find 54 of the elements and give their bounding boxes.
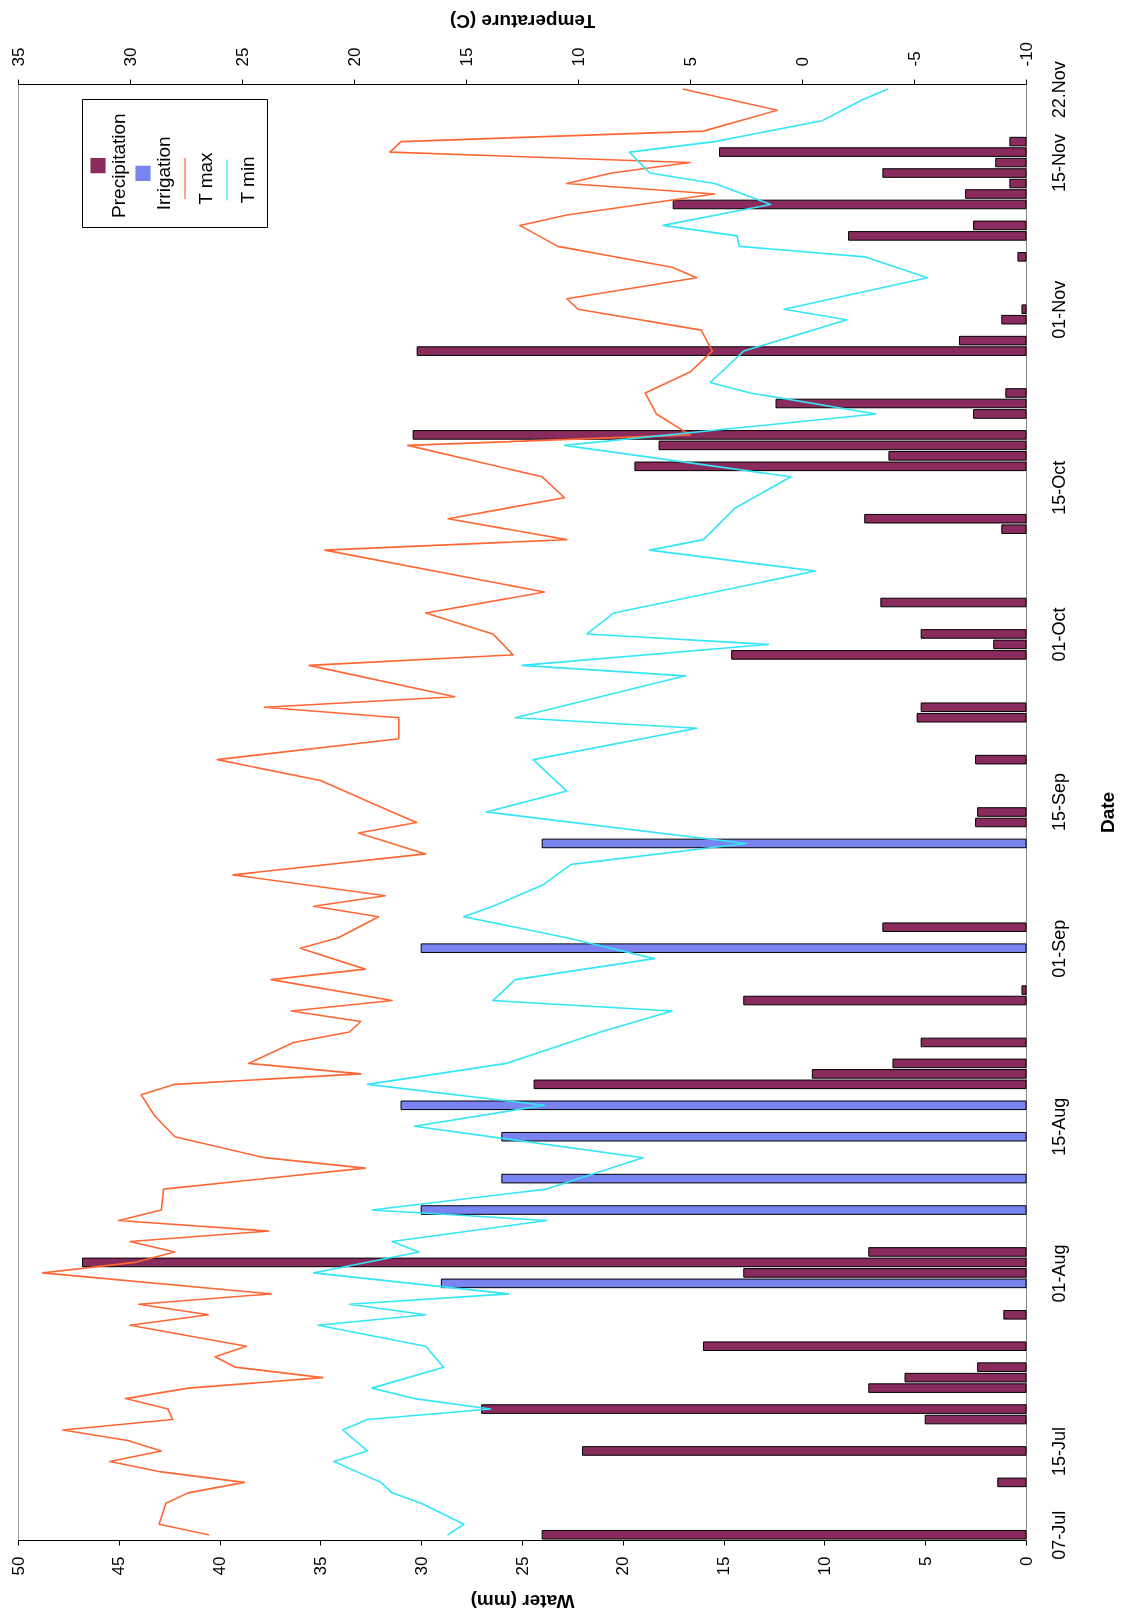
x2-tick-label: -5: [904, 51, 924, 67]
y-tick-label: 07-Jul: [1048, 1510, 1069, 1560]
x2-tick-label: -10: [1016, 41, 1036, 67]
bar: [702, 1341, 1027, 1352]
x-tick-label: 20: [613, 1556, 633, 1576]
x-tick-label: 50: [8, 1556, 28, 1576]
bar: [880, 597, 1027, 608]
bar: [400, 1100, 1027, 1111]
y-tick-label: 15-Sep: [1048, 773, 1069, 832]
bar: [541, 838, 1027, 849]
y-tick-label: 01-Oct: [1048, 607, 1069, 662]
y-tick-label: 01-Sep: [1048, 919, 1069, 978]
x-tick-label: 25: [512, 1556, 532, 1576]
y-tick-label: 01-Aug: [1048, 1244, 1069, 1303]
x2-tick-label: 10: [568, 47, 588, 67]
x2-tick-label: 20: [344, 47, 364, 67]
x-tick-label: 10: [814, 1556, 834, 1576]
bar: [501, 1131, 1027, 1142]
bar: [882, 922, 1027, 933]
x-tick-label: 35: [310, 1556, 330, 1576]
x2-tick-label: 0: [792, 57, 812, 67]
x2-tick-label: 35: [8, 47, 28, 67]
y-tick-label: 22.Nov: [1048, 61, 1069, 119]
y-tick-label: 15-Nov: [1048, 134, 1069, 193]
x-axis-title: Water (mm): [470, 1590, 575, 1612]
x2-tick-label: 25: [232, 47, 252, 67]
x2-tick-label: 5: [680, 57, 700, 67]
bar: [501, 1173, 1027, 1184]
x-tick-label: 15: [714, 1556, 734, 1576]
legend-label: Irrigation: [152, 136, 174, 211]
x2-tick-label: 15: [456, 47, 476, 67]
bar: [420, 943, 1027, 953]
x-tick-label: 40: [210, 1556, 230, 1576]
bar: [1003, 1310, 1027, 1320]
bar: [420, 1205, 1027, 1215]
y-tick-label: 01-Nov: [1048, 280, 1069, 339]
y-axis-title: Date: [1096, 791, 1118, 834]
legend-label: Precipitation: [107, 113, 129, 218]
x2-axis-title: Temperature (C): [449, 10, 596, 32]
x-tick-label: 5: [915, 1556, 935, 1566]
bar: [997, 1477, 1027, 1488]
y-tick-label: 15-Aug: [1048, 1097, 1069, 1156]
legend-label: T min: [236, 156, 258, 204]
x2-tick-label: 30: [120, 47, 140, 67]
bar: [1017, 252, 1027, 262]
x-tick-label: 0: [1016, 1556, 1036, 1566]
legend-label: T max: [194, 151, 216, 205]
x-tick-label: 30: [411, 1556, 431, 1576]
y-tick-label: 15-Oct: [1048, 460, 1069, 515]
bar: [920, 1037, 1027, 1048]
x-tick-label: 45: [109, 1556, 129, 1576]
y-tick-label: 15-Jul: [1048, 1426, 1069, 1476]
bar: [581, 1446, 1027, 1456]
bar: [975, 754, 1027, 765]
